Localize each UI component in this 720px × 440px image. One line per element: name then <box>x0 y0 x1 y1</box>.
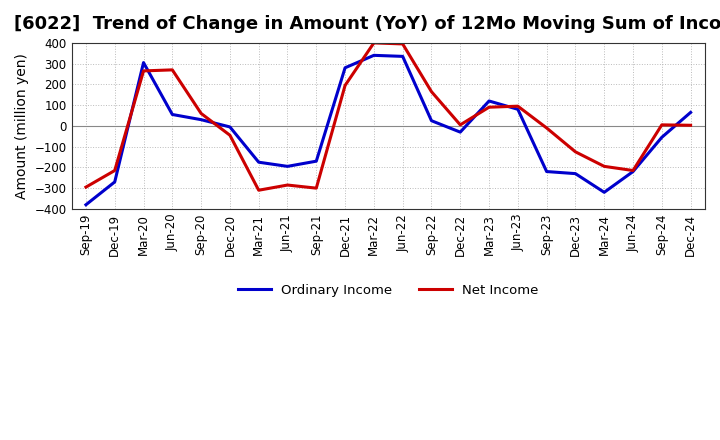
Net Income <box>312 186 320 191</box>
Ordinary Income <box>225 124 234 129</box>
Ordinary Income <box>686 110 695 115</box>
Y-axis label: Amount (million yen): Amount (million yen) <box>15 53 29 199</box>
Net Income <box>168 67 176 73</box>
Ordinary Income <box>312 158 320 164</box>
Line: Net Income: Net Income <box>86 43 690 190</box>
Net Income <box>283 183 292 188</box>
Net Income <box>629 168 637 173</box>
Legend: Ordinary Income, Net Income: Ordinary Income, Net Income <box>233 279 544 302</box>
Ordinary Income <box>197 117 205 122</box>
Title: [6022]  Trend of Change in Amount (YoY) of 12Mo Moving Sum of Incomes: [6022] Trend of Change in Amount (YoY) o… <box>14 15 720 33</box>
Net Income <box>139 68 148 73</box>
Ordinary Income <box>81 202 90 207</box>
Ordinary Income <box>542 169 551 174</box>
Ordinary Income <box>485 99 493 104</box>
Net Income <box>657 122 666 128</box>
Net Income <box>686 123 695 128</box>
Ordinary Income <box>600 190 608 195</box>
Net Income <box>225 132 234 138</box>
Ordinary Income <box>110 179 119 184</box>
Ordinary Income <box>629 169 637 174</box>
Ordinary Income <box>283 164 292 169</box>
Net Income <box>456 122 464 128</box>
Net Income <box>600 164 608 169</box>
Ordinary Income <box>657 135 666 140</box>
Ordinary Income <box>168 112 176 117</box>
Line: Ordinary Income: Ordinary Income <box>86 55 690 205</box>
Net Income <box>197 111 205 116</box>
Ordinary Income <box>398 54 407 59</box>
Net Income <box>81 184 90 190</box>
Net Income <box>110 168 119 173</box>
Ordinary Income <box>427 118 436 123</box>
Ordinary Income <box>254 160 263 165</box>
Ordinary Income <box>369 53 378 58</box>
Net Income <box>427 89 436 94</box>
Ordinary Income <box>571 171 580 176</box>
Net Income <box>542 125 551 131</box>
Ordinary Income <box>139 60 148 65</box>
Ordinary Income <box>513 106 522 112</box>
Net Income <box>398 41 407 47</box>
Net Income <box>571 149 580 154</box>
Net Income <box>369 40 378 45</box>
Ordinary Income <box>456 129 464 135</box>
Net Income <box>485 105 493 110</box>
Net Income <box>254 187 263 193</box>
Net Income <box>341 83 349 88</box>
Net Income <box>513 103 522 109</box>
Ordinary Income <box>341 65 349 70</box>
